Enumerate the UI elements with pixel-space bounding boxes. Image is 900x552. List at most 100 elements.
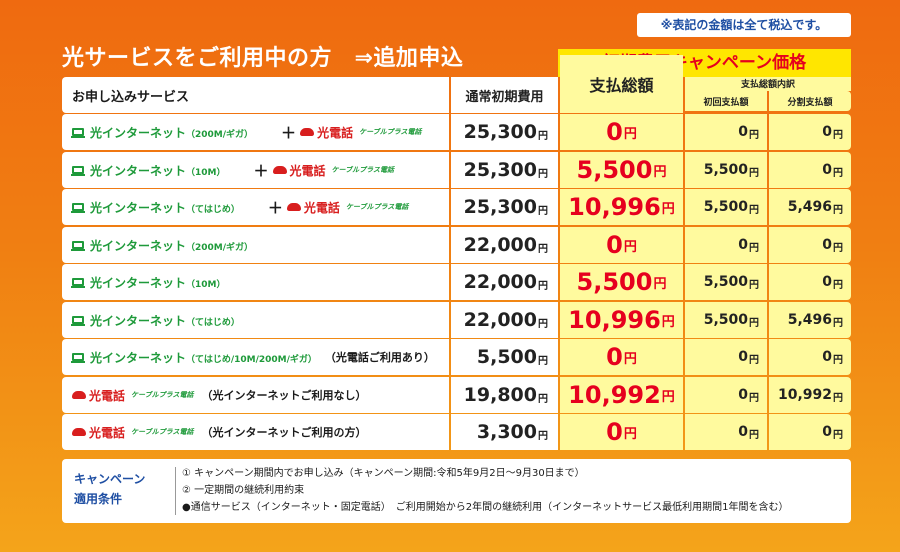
table-row: 光電話 ケーブルプラス電話 （光インターネットご利用の方） 3,300 円 0 円 0 円 0 円 [62, 414, 851, 450]
service-cell: 光インターネット（てはじめ） ＋ 光電話 ケーブルプラス電話 [62, 189, 449, 225]
tax-note: ※表記の金額は全て税込です。 [637, 13, 851, 37]
computer-icon [71, 128, 85, 138]
computer-icon [71, 166, 85, 176]
cable-plus-label: ケーブルプラス電話 [345, 203, 409, 211]
page-title: 光サービスをご利用中の方 ⇒追加申込 [62, 46, 464, 71]
conditions-lines: ① キャンペーン期間内でお申し込み（キャンペーン期間:令和5年9月2日～9月30… [182, 465, 788, 516]
regular-fee-cell: 25,300 円 [451, 189, 558, 225]
plus-sign: ＋ [267, 198, 283, 217]
service-cell: 光インターネット（てはじめ/10M/200M/ギガ） （光電話ご利用あり） [62, 339, 449, 375]
cable-plus-label: ケーブルプラス電話 [331, 166, 394, 174]
table-row: 光インターネット（てはじめ） ＋ 光電話 ケーブルプラス電話 25,300 円 10,996… [62, 189, 851, 225]
installment-cell: 5,496 円 [769, 302, 851, 338]
service-note: （光電話ご利用あり） [324, 351, 435, 364]
regular-fee-cell: 22,000 円 [451, 302, 558, 338]
cable-plus-label: ケーブルプラス電話 [359, 128, 422, 136]
service-note: （光インターネットご利用なし） [201, 389, 367, 402]
initial-payment-cell: 5,500 円 [685, 302, 767, 338]
header-installment: 分割支払額 [769, 91, 851, 111]
header-service: お申し込みサービス [62, 77, 449, 113]
regular-fee-cell: 25,300 円 [451, 152, 558, 188]
service-cell: 光インターネット（てはじめ） [62, 302, 449, 338]
phone-service-label: 光電話 [289, 163, 326, 178]
condition-line-2: ② 一定期間の継続利用約束 [182, 485, 305, 496]
plus-sign: ＋ [281, 123, 297, 142]
regular-fee-cell: 5,500 円 [451, 339, 558, 375]
total-cell: 10,996 円 [560, 302, 683, 338]
phone-service-label: 光電話 [89, 388, 126, 403]
header-initial: 初回支払額 [685, 91, 767, 111]
service-cell: 光電話 ケーブルプラス電話 （光インターネットご利用なし） [62, 377, 449, 413]
total-cell: 5,500 円 [560, 152, 683, 188]
table-row: 光インターネット（てはじめ/10M/200M/ギガ） （光電話ご利用あり） 5,50… [62, 339, 851, 375]
internet-service-label: 光インターネット（200M/ギガ） [90, 125, 254, 140]
total-cell: 5,500 円 [560, 264, 683, 300]
internet-service-label: 光インターネット（てはじめ） [90, 313, 240, 328]
conditions-divider [175, 467, 176, 515]
initial-payment-cell: 5,500 円 [685, 152, 767, 188]
phone-icon [300, 128, 315, 136]
service-cell: 光インターネット（10M） [62, 264, 449, 300]
conditions-label: キャンペーン 適用条件 [74, 469, 164, 509]
condition-line-3: ●通信サービス（インターネット・固定電話） ご利用開始から2年間の継続利用（イン… [182, 502, 789, 513]
internet-service-label: 光インターネット（10M） [90, 163, 226, 178]
table-header-row: お申し込みサービス 通常初期費用 支払総額 支払総額内訳 初回支払額 分割支払額 [62, 55, 851, 113]
header-regular-fee: 通常初期費用 [451, 77, 558, 113]
plus-sign: ＋ [253, 161, 269, 180]
regular-fee-cell: 25,300 円 [451, 114, 558, 150]
regular-fee-cell: 22,000 円 [451, 264, 558, 300]
cable-plus-label: ケーブルプラス電話 [131, 428, 194, 436]
table-row: 光インターネット（てはじめ） 22,000 円 10,996 円 5,500 円 5,496 円 [62, 302, 851, 338]
computer-icon [71, 203, 85, 213]
conditions-label-line1: キャンペーン [74, 472, 146, 486]
table-row: 光電話 ケーブルプラス電話 （光インターネットご利用なし） 19,800 円 10,992… [62, 377, 851, 413]
table-row: 光インターネット（200M/ギガ） 22,000 円 0 円 0 円 0 円 [62, 227, 851, 263]
table-row: 光インターネット（10M）＋光電話 ケーブルプラス電話 25,300 円 5,500 円 5… [62, 152, 851, 188]
initial-payment-cell: 5,500 円 [685, 264, 767, 300]
internet-service-label: 光インターネット（てはじめ） [90, 200, 240, 215]
regular-fee-cell: 3,300 円 [451, 414, 558, 450]
computer-icon [71, 353, 85, 363]
phone-service-label: 光電話 [303, 200, 340, 215]
internet-service-label: 光インターネット（てはじめ/10M/200M/ギガ） [90, 350, 317, 365]
service-cell: 光インターネット（10M） ＋ 光電話 ケーブルプラス電話 [62, 152, 449, 188]
internet-service-label: 光インターネット（10M） [90, 275, 226, 290]
initial-payment-cell: 5,500 円 [685, 189, 767, 225]
cable-plus-label: ケーブルプラス電話 [131, 391, 194, 399]
regular-fee-cell: 22,000 円 [451, 227, 558, 263]
phone-service-label: 光電話 [89, 425, 126, 440]
phone-icon [272, 166, 287, 174]
conditions-label-line2: 適用条件 [74, 492, 123, 506]
table-row: 光インターネット（10M） 22,000 円 5,500 円 5,500 円 0 円 [62, 264, 851, 300]
service-cell: 光インターネット（200M/ギガ） ＋ 光電話 ケーブルプラス電話 [62, 114, 449, 150]
service-cell: 光電話 ケーブルプラス電話 （光インターネットご利用の方） [62, 414, 449, 450]
total-cell: 10,992 円 [560, 377, 683, 413]
computer-icon [71, 241, 85, 251]
regular-fee-cell: 19,800 円 [451, 377, 558, 413]
phone-service-label: 光電話 [317, 125, 354, 140]
service-note: （光インターネットご利用の方） [201, 426, 367, 439]
condition-line-1: ① キャンペーン期間内でお申し込み（キャンペーン期間:令和5年9月2日～9月30… [182, 468, 585, 479]
total-cell: 10,996 円 [560, 189, 683, 225]
phone-icon [72, 428, 86, 436]
phone-icon [286, 203, 301, 211]
computer-icon [71, 278, 85, 288]
computer-icon [71, 316, 85, 326]
header-breakdown: 支払総額内訳 [685, 77, 851, 91]
table-row: 光インターネット（200M/ギガ）＋光電話 ケーブルプラス電話 25,300 円 0 円 0… [62, 114, 851, 150]
installment-cell: 10,992 円 [769, 377, 851, 413]
